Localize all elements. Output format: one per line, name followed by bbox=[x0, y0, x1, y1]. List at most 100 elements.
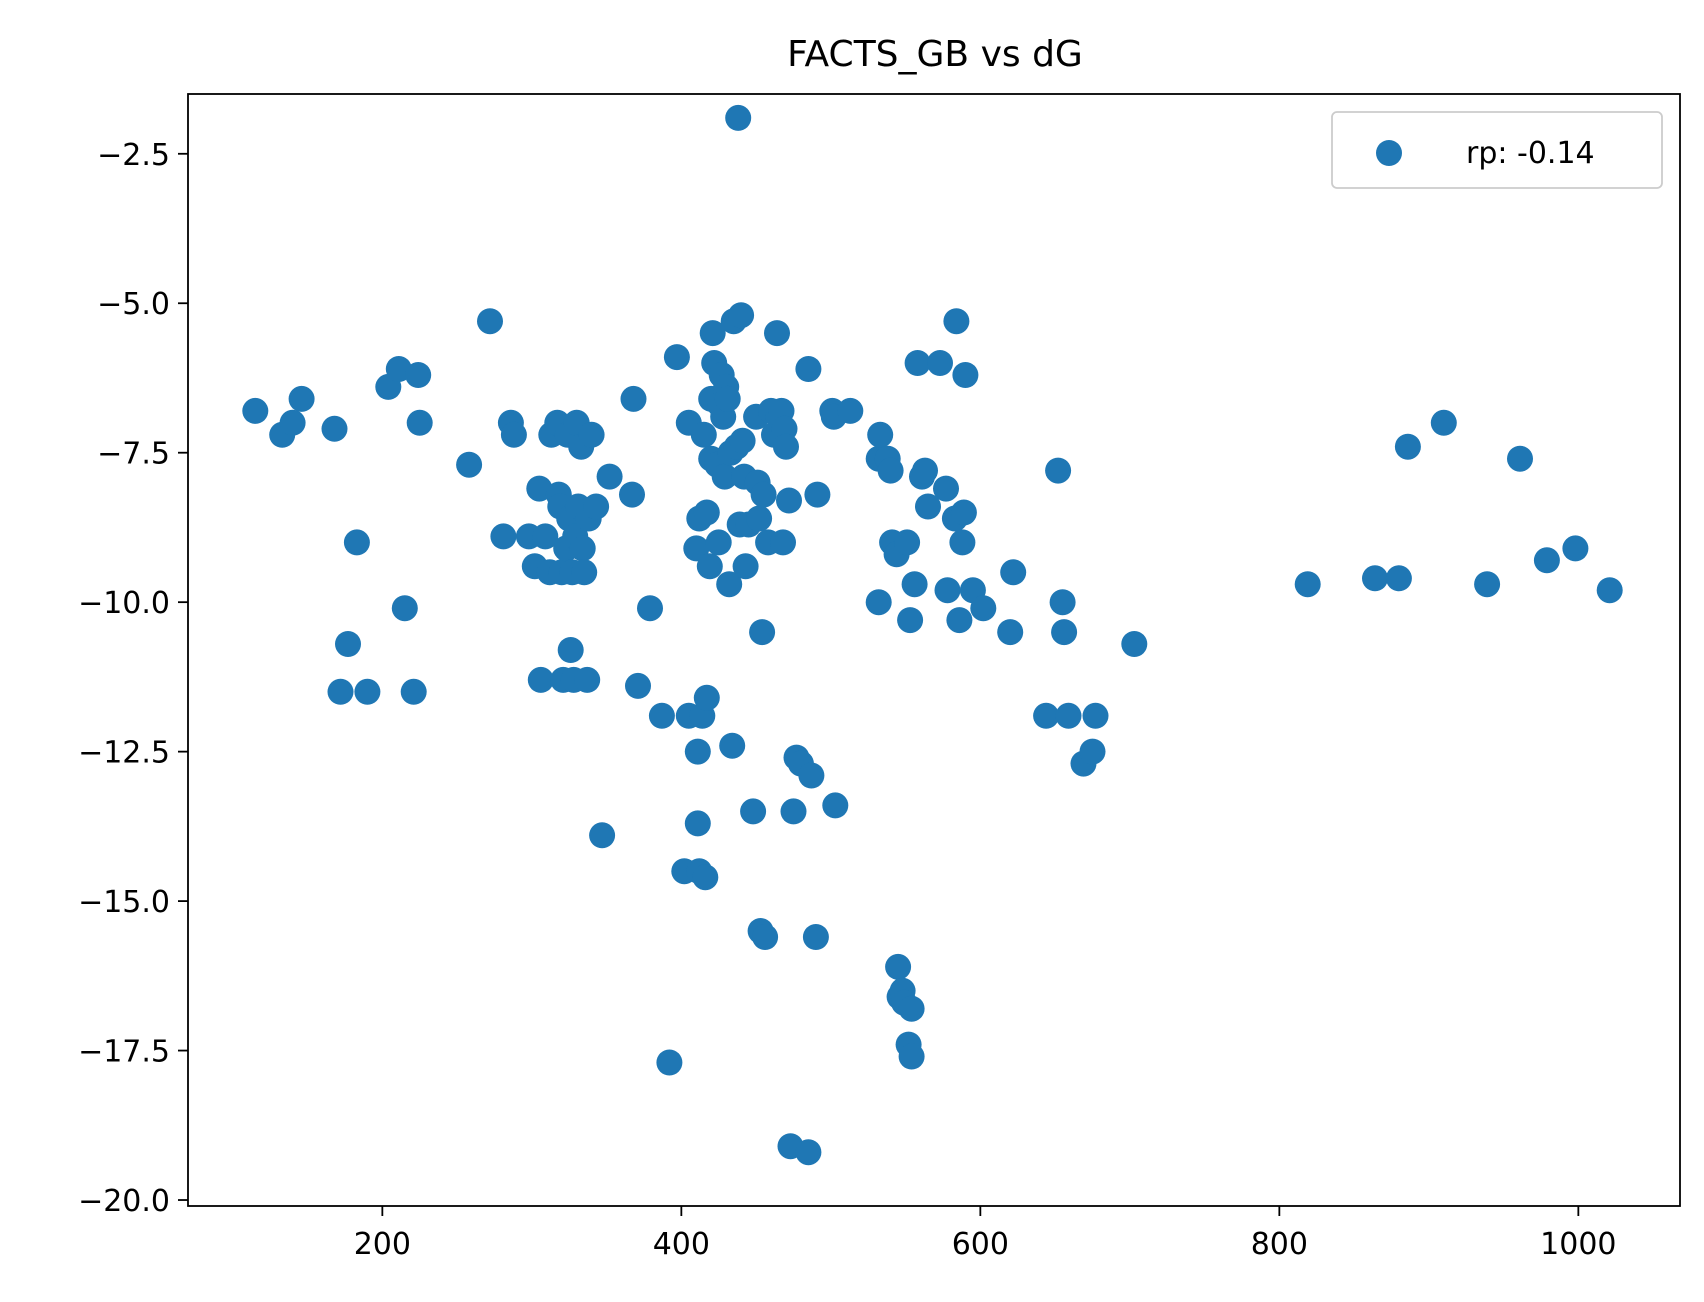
data-point bbox=[740, 798, 767, 825]
data-point bbox=[557, 637, 584, 663]
data-point bbox=[288, 385, 315, 412]
data-point bbox=[1079, 738, 1106, 765]
y-tick-label: −17.5 bbox=[78, 1035, 170, 1070]
chart-title: FACTS_GB vs dG bbox=[787, 34, 1083, 75]
data-point bbox=[1051, 619, 1078, 646]
data-point bbox=[897, 607, 924, 634]
data-point bbox=[898, 995, 925, 1022]
data-point bbox=[1385, 565, 1412, 592]
data-point bbox=[663, 344, 690, 371]
data-point bbox=[477, 308, 503, 335]
data-point bbox=[1562, 535, 1589, 562]
data-point bbox=[693, 499, 720, 526]
plot-frame bbox=[187, 93, 1681, 1207]
data-point bbox=[569, 535, 596, 562]
data-point bbox=[683, 535, 710, 562]
legend-marker bbox=[1376, 140, 1402, 166]
data-point bbox=[746, 505, 773, 532]
data-point bbox=[690, 421, 717, 448]
y-axis: −2.5 −5.0 −7.5 −10.0 −12.5 −15.0 −17.5 −20.0 bbox=[78, 138, 188, 1219]
data-point bbox=[837, 397, 864, 424]
data-point bbox=[894, 529, 921, 556]
data-point bbox=[732, 553, 759, 580]
data-point bbox=[915, 493, 941, 520]
data-point bbox=[696, 553, 723, 580]
data-point bbox=[571, 559, 598, 586]
x-tick-label: 200 bbox=[354, 1227, 411, 1262]
data-point bbox=[490, 523, 517, 550]
data-point bbox=[1055, 702, 1082, 729]
data-point bbox=[776, 487, 802, 514]
data-point bbox=[780, 798, 807, 825]
data-point bbox=[684, 738, 711, 765]
data-point bbox=[1049, 589, 1076, 616]
legend-box bbox=[1331, 111, 1663, 189]
data-point bbox=[456, 451, 483, 478]
data-points bbox=[242, 104, 1623, 1166]
data-point bbox=[952, 362, 979, 388]
data-point bbox=[795, 356, 822, 382]
data-point bbox=[1121, 631, 1148, 657]
data-point bbox=[1474, 571, 1501, 598]
data-point bbox=[750, 481, 777, 508]
x-tick-label: 1000 bbox=[1540, 1227, 1616, 1262]
data-point bbox=[532, 523, 559, 550]
data-point bbox=[343, 529, 370, 556]
data-point bbox=[656, 1049, 683, 1076]
data-point bbox=[574, 666, 601, 693]
legend: rp: -0.14 bbox=[1331, 111, 1663, 189]
data-point bbox=[684, 810, 711, 837]
data-point bbox=[692, 864, 719, 891]
data-point bbox=[904, 350, 931, 376]
data-point bbox=[865, 589, 892, 616]
data-point bbox=[901, 571, 928, 598]
data-point bbox=[335, 631, 361, 657]
data-point bbox=[822, 792, 849, 819]
data-point bbox=[798, 762, 825, 789]
data-point bbox=[400, 678, 427, 705]
x-tick-label: 400 bbox=[653, 1227, 710, 1262]
x-tick-label: 600 bbox=[952, 1227, 1009, 1262]
data-point bbox=[885, 953, 912, 980]
data-point bbox=[526, 475, 553, 502]
data-point bbox=[950, 499, 977, 526]
data-point bbox=[589, 822, 616, 849]
data-point bbox=[321, 415, 348, 442]
data-point bbox=[997, 619, 1024, 646]
data-point bbox=[699, 320, 726, 347]
data-point bbox=[527, 666, 554, 693]
data-point bbox=[729, 427, 756, 454]
data-point bbox=[648, 702, 675, 729]
data-point bbox=[749, 619, 776, 646]
y-tick-label: −7.5 bbox=[97, 437, 170, 472]
data-point bbox=[705, 529, 732, 556]
data-point bbox=[802, 924, 829, 950]
data-point bbox=[770, 529, 796, 556]
data-point bbox=[1294, 571, 1321, 598]
data-point bbox=[596, 463, 623, 490]
data-point bbox=[752, 924, 779, 950]
data-point bbox=[637, 595, 663, 622]
data-point bbox=[898, 1043, 925, 1070]
data-point bbox=[354, 678, 381, 705]
data-point bbox=[719, 732, 746, 759]
data-point bbox=[728, 302, 755, 329]
y-tick-label: −20.0 bbox=[78, 1184, 170, 1219]
data-point bbox=[500, 421, 527, 448]
data-point bbox=[1533, 547, 1560, 574]
data-point bbox=[804, 481, 831, 508]
data-point bbox=[912, 457, 938, 484]
data-point bbox=[927, 350, 953, 376]
data-point bbox=[943, 308, 970, 335]
legend-label: rp: -0.14 bbox=[1466, 136, 1595, 171]
data-point bbox=[578, 421, 605, 448]
data-point bbox=[619, 481, 645, 508]
data-point bbox=[946, 607, 973, 634]
data-point bbox=[1362, 565, 1388, 592]
data-point bbox=[391, 595, 418, 622]
y-tick-label: −2.5 bbox=[97, 138, 170, 173]
data-point bbox=[877, 457, 904, 484]
data-point bbox=[711, 463, 738, 490]
data-point bbox=[1430, 409, 1457, 436]
